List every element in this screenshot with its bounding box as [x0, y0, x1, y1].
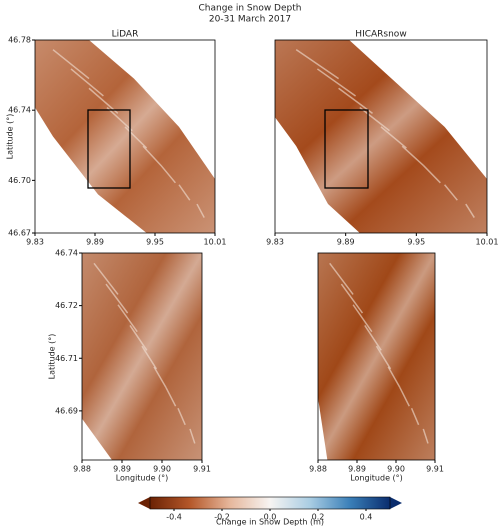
- ridge: [316, 68, 356, 97]
- x-tick-label: 9.95: [146, 238, 164, 247]
- ridge: [387, 366, 401, 388]
- x-axis-label: Longitude (°): [350, 474, 403, 483]
- ridge: [124, 126, 148, 149]
- panel-title: LiDAR: [112, 30, 139, 40]
- x-tick-label: 9.91: [193, 465, 211, 474]
- y-tick-label: 46.69: [55, 406, 78, 415]
- ridge: [338, 87, 373, 114]
- ridge: [177, 407, 186, 426]
- ridge: [399, 387, 410, 407]
- x-tick-label: 9.91: [426, 465, 444, 474]
- ridge: [359, 106, 390, 132]
- ridge: [52, 49, 90, 80]
- y-tick-label: 46.74: [8, 106, 31, 115]
- ridge: [329, 262, 354, 295]
- ridge: [295, 49, 340, 80]
- x-tick-label: 9.95: [407, 238, 425, 247]
- ridge: [401, 145, 424, 167]
- raster: [318, 253, 435, 460]
- panel-title: HICARsnow: [355, 30, 406, 40]
- colorbar-extend-high: [390, 497, 402, 509]
- x-tick-label: 9.89: [337, 238, 355, 247]
- ridge: [160, 164, 176, 184]
- ridge: [189, 428, 196, 444]
- ridge: [422, 428, 429, 444]
- ridge: [93, 262, 119, 295]
- y-tick-label: 46.67: [8, 229, 31, 238]
- inset-box: [87, 109, 131, 189]
- ridge: [340, 283, 364, 314]
- ridge: [165, 387, 177, 407]
- colorbar-tick-label: 0.2: [312, 513, 325, 522]
- colorbar-label: Change in Snow Depth (m): [216, 518, 324, 527]
- colorbar: [149, 496, 391, 510]
- x-tick-label: 9.88: [309, 465, 327, 474]
- x-tick-label: 10.01: [204, 238, 227, 247]
- ridge: [410, 407, 420, 426]
- ridge: [153, 366, 167, 388]
- x-tick-label: 9.83: [26, 238, 44, 247]
- ridge: [380, 126, 407, 149]
- ridge: [375, 345, 392, 370]
- ridge: [141, 345, 158, 370]
- x-axis-label: Longitude (°): [116, 474, 169, 483]
- colorbar-tick-label: 0.4: [360, 513, 373, 522]
- figure-title: Change in Snow Depth: [199, 4, 302, 14]
- inset-box: [324, 109, 369, 189]
- axes-frame: [317, 252, 436, 461]
- x-tick-label: 9.90: [387, 465, 405, 474]
- ridge: [129, 325, 148, 351]
- ridge: [70, 68, 104, 97]
- ridge: [142, 145, 162, 166]
- y-axis-label: Latitude (°): [48, 334, 57, 380]
- x-tick-label: 9.89: [86, 238, 104, 247]
- raster: [275, 40, 487, 233]
- ridge: [196, 203, 205, 218]
- ridge: [422, 164, 441, 184]
- y-tick-label: 46.71: [55, 354, 78, 363]
- y-tick-label: 46.72: [55, 301, 78, 310]
- y-tick-label: 46.78: [8, 36, 31, 45]
- axes-frame: [34, 39, 216, 234]
- raster: [82, 253, 202, 460]
- x-tick-label: 10.01: [476, 238, 499, 247]
- axes-frame: [81, 252, 203, 461]
- ridge: [465, 203, 475, 218]
- ridge: [444, 184, 458, 201]
- ridge: [352, 304, 373, 333]
- colorbar-tick-label: -0.4: [166, 513, 182, 522]
- x-tick-label: 9.89: [348, 465, 366, 474]
- x-tick-label: 9.89: [113, 465, 131, 474]
- colorbar-tick-label: 0.0: [264, 513, 277, 522]
- x-tick-label: 9.83: [266, 238, 284, 247]
- colorbar-tick-label: -0.2: [214, 513, 230, 522]
- ridge: [106, 106, 133, 132]
- y-axis-label: Latitude (°): [6, 114, 15, 160]
- raster: [35, 40, 215, 233]
- ridge: [88, 87, 119, 114]
- figure-subtitle: 20-31 March 2017: [209, 15, 291, 25]
- axes-frame: [274, 39, 488, 234]
- ridge: [105, 283, 129, 314]
- y-tick-label: 46.74: [55, 249, 78, 258]
- x-tick-label: 9.90: [153, 465, 171, 474]
- ridge: [117, 304, 138, 333]
- y-tick-label: 46.70: [8, 176, 31, 185]
- x-tick-label: 9.88: [73, 465, 91, 474]
- ridge: [178, 184, 191, 201]
- ridge: [364, 325, 382, 351]
- colorbar-extend-low: [138, 497, 150, 509]
